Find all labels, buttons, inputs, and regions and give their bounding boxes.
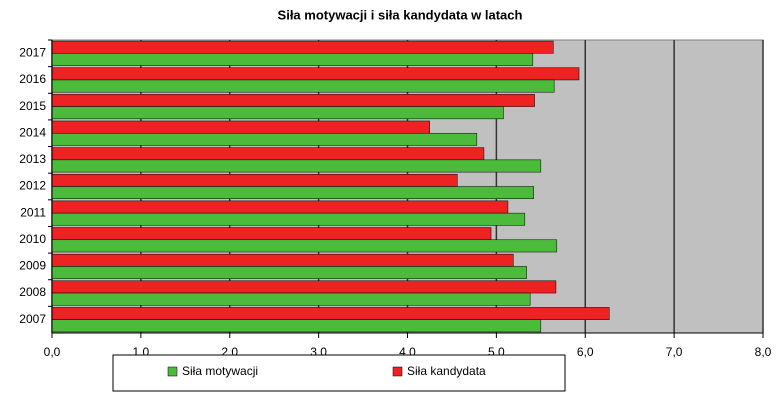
x-tick-label: 0,0: [44, 345, 61, 359]
y-tick-label: 2013: [19, 152, 46, 166]
y-tick-label: 2012: [19, 179, 46, 193]
bar: [51, 266, 527, 279]
bar: [51, 94, 535, 107]
bar: [51, 319, 542, 333]
bar: [51, 253, 514, 267]
legend-swatch: [167, 366, 178, 377]
bar: [51, 79, 555, 93]
chart-title: Siła motywacji i siła kandydata w latach: [278, 7, 523, 22]
bar: [51, 280, 557, 294]
y-tick-label: 2008: [19, 285, 46, 299]
bar: [51, 200, 509, 214]
x-tick-label: 6,0: [577, 345, 594, 359]
bar: [51, 147, 485, 161]
bar: [51, 106, 504, 120]
bar: [51, 67, 580, 81]
legend-swatch: [392, 366, 403, 377]
y-tick-label: 2017: [19, 45, 46, 59]
legend-box: [112, 354, 566, 392]
bar: [51, 239, 558, 253]
bar: [51, 292, 531, 306]
y-tick-label: 2014: [19, 125, 46, 139]
bar: [51, 186, 534, 200]
bar: [51, 132, 478, 146]
x-tick-label: 7,0: [666, 345, 683, 359]
y-tick-label: 2011: [20, 205, 46, 219]
legend-label: Siła kandydata: [407, 364, 486, 378]
y-tick-label: 2016: [19, 72, 46, 86]
y-tick-label: 2010: [19, 232, 46, 246]
bar: [51, 173, 458, 187]
bar: [51, 212, 526, 226]
x-tick-label: 8,0: [755, 345, 772, 359]
y-tick-label: 2009: [19, 259, 46, 273]
y-tick-label: 2015: [19, 99, 46, 113]
legend-label: Siła motywacji: [182, 364, 258, 378]
bar: [51, 40, 554, 54]
bar: [51, 53, 534, 66]
y-tick-label: 2007: [19, 312, 46, 326]
bar: [51, 227, 492, 241]
bar: [51, 307, 610, 320]
bar: [51, 120, 430, 134]
bar: [51, 159, 542, 173]
